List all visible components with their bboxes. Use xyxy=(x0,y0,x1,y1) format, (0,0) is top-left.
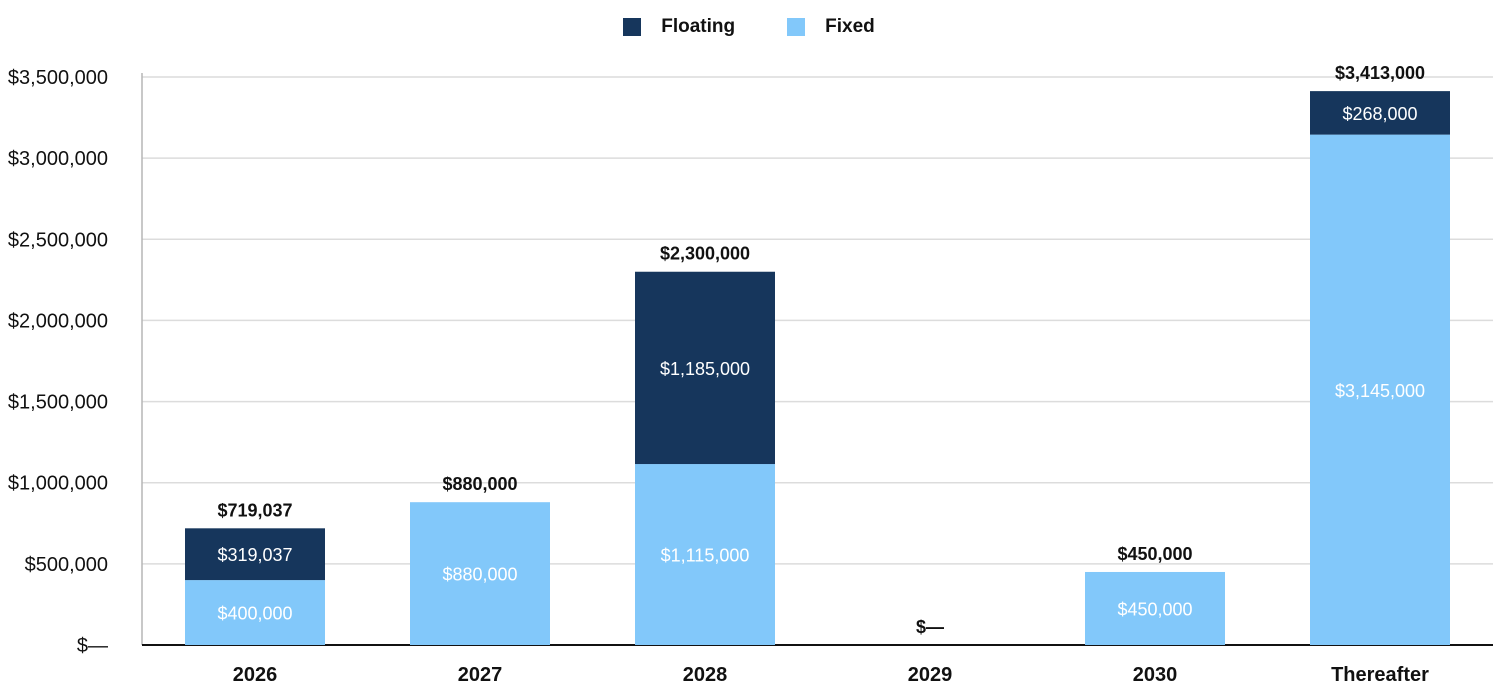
bar-total-label: $3,413,000 xyxy=(1335,63,1425,83)
bar-fixed xyxy=(185,580,325,645)
bar-fixed-label: $1,115,000 xyxy=(661,546,750,566)
bar-total-label: $719,037 xyxy=(217,500,292,520)
y-tick-label: $2,000,000 xyxy=(8,310,108,332)
x-category-label: 2027 xyxy=(458,664,503,686)
y-tick-label: $3,000,000 xyxy=(8,148,108,170)
bar-floating xyxy=(635,271,775,465)
bar-fixed-label: $450,000 xyxy=(1117,599,1192,619)
legend-label-floating: Floating xyxy=(661,16,736,37)
y-tick-label: $1,500,000 xyxy=(8,392,108,414)
bar-fixed xyxy=(1085,571,1225,645)
x-category-label: 2029 xyxy=(908,664,953,686)
legend-item-fixed: Fixed xyxy=(787,16,875,38)
legend-item-floating: Floating xyxy=(623,16,735,38)
bar-floating-label: $319,037 xyxy=(217,545,292,565)
y-tick-label: $500,000 xyxy=(25,554,108,576)
y-tick-label: $2,500,000 xyxy=(8,229,108,251)
bar-total-label: $880,000 xyxy=(442,474,517,494)
bar-fixed-label: $880,000 xyxy=(442,565,517,585)
bar-floating-label: $268,000 xyxy=(1342,104,1417,124)
bar-fixed-label: $3,145,000 xyxy=(1335,381,1425,401)
legend-label-fixed: Fixed xyxy=(825,16,875,37)
y-tick-label: $3,500,000 xyxy=(8,67,108,89)
legend-swatch-floating xyxy=(623,18,642,36)
bar-total-label: $450,000 xyxy=(1117,544,1192,564)
bar-floating-label: $1,185,000 xyxy=(660,359,750,379)
bar-fixed-label: $400,000 xyxy=(217,604,292,624)
bar-floating xyxy=(1310,91,1450,135)
bar-fixed xyxy=(635,464,775,645)
x-category-label: 2030 xyxy=(1133,664,1178,686)
legend-swatch-fixed xyxy=(787,18,806,36)
x-category-label: 2026 xyxy=(233,664,278,686)
x-category-label: 2028 xyxy=(683,664,728,686)
x-category-label: Thereafter xyxy=(1331,664,1429,686)
bar-fixed xyxy=(1310,134,1450,645)
y-tick-label: $1,000,000 xyxy=(8,473,108,495)
bar-fixed xyxy=(410,502,550,645)
y-tick-label: $— xyxy=(77,635,108,657)
chart-legend: Floating Fixed xyxy=(0,16,1498,38)
bar-floating xyxy=(185,528,325,581)
bar-total-label: $2,300,000 xyxy=(660,244,750,264)
bar-total-label: $— xyxy=(916,617,944,637)
